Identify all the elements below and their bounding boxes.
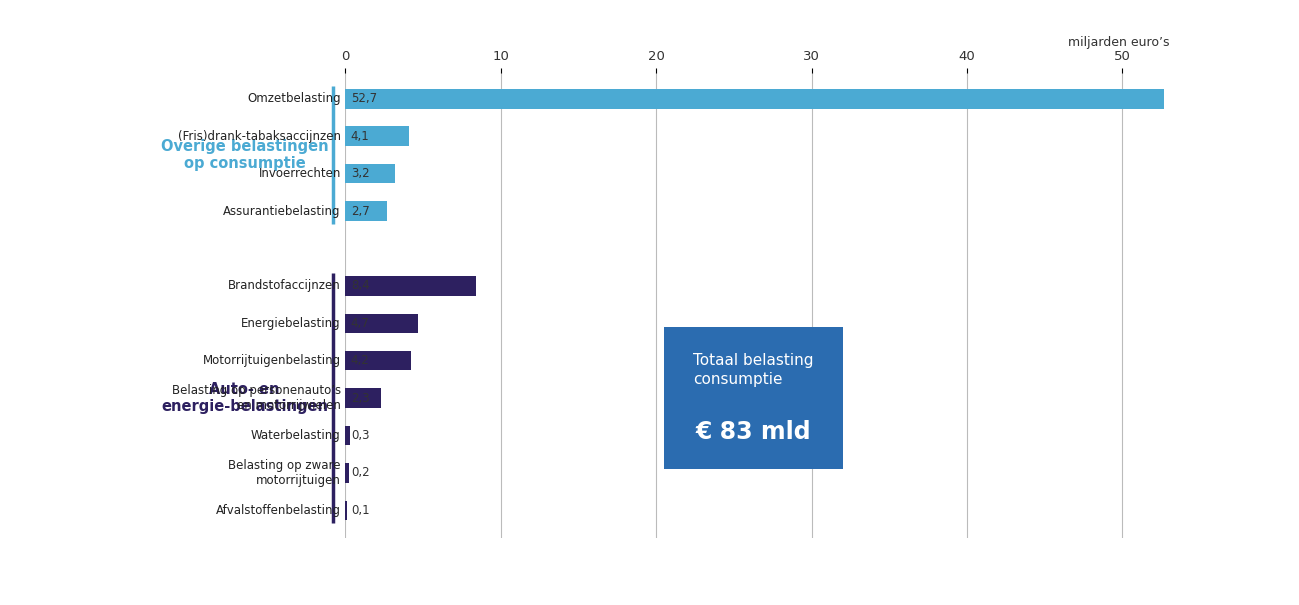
Text: Afvalstoffenbelasting: Afvalstoffenbelasting [216, 504, 340, 517]
Text: Totaal belasting
consumptie: Totaal belasting consumptie [694, 353, 813, 387]
Text: 52,7: 52,7 [351, 93, 377, 105]
Bar [346, 313, 418, 333]
Text: miljarden euro’s: miljarden euro’s [1068, 36, 1169, 50]
Text: 4,1: 4,1 [351, 129, 370, 143]
Text: 2,3: 2,3 [351, 391, 369, 405]
Bar [346, 351, 410, 370]
Text: Brandstofaccijnzen: Brandstofaccijnzen [229, 280, 340, 292]
Text: 3,2: 3,2 [351, 167, 369, 180]
FancyBboxPatch shape [664, 327, 843, 469]
Bar [346, 426, 349, 445]
Text: € 83 mld: € 83 mld [695, 420, 811, 444]
Text: (Fris)drank-tabaksaccijnzen: (Fris)drank-tabaksaccijnzen [178, 129, 340, 143]
Text: Auto- en
energie­belastingen: Auto- en energie­belastingen [161, 382, 329, 414]
Text: 4,7: 4,7 [351, 317, 370, 330]
Text: Overige belastingen
op consumptie: Overige belastingen op consumptie [161, 139, 329, 171]
Bar [346, 201, 387, 221]
Text: Motorrijtuigenbelasting: Motorrijtuigenbelasting [203, 354, 340, 367]
Text: 2,7: 2,7 [351, 204, 370, 218]
Text: Omzetbelasting: Omzetbelasting [247, 93, 340, 105]
Bar [346, 388, 381, 408]
Bar [346, 126, 409, 146]
Bar [346, 501, 347, 520]
Text: 8,4: 8,4 [351, 280, 369, 292]
Text: Belasting op personenauto’s
en motorrijwielen: Belasting op personenauto’s en motorrijw… [171, 384, 340, 412]
Text: 0,1: 0,1 [351, 504, 369, 517]
Text: Invoerrechten: Invoerrechten [259, 167, 340, 180]
Bar [346, 164, 395, 183]
Bar [346, 89, 1164, 108]
Text: 4,2: 4,2 [351, 354, 370, 367]
Text: 0,2: 0,2 [351, 466, 369, 480]
Text: Energiebelasting: Energiebelasting [242, 317, 340, 330]
Bar [346, 463, 348, 483]
Text: 0,3: 0,3 [351, 429, 369, 442]
Text: Waterbelasting: Waterbelasting [251, 429, 340, 442]
Text: Assurantiebelasting: Assurantiebelasting [223, 204, 340, 218]
Bar [346, 276, 475, 296]
Text: Belasting op zware
motorrijtuigen: Belasting op zware motorrijtuigen [229, 459, 340, 487]
